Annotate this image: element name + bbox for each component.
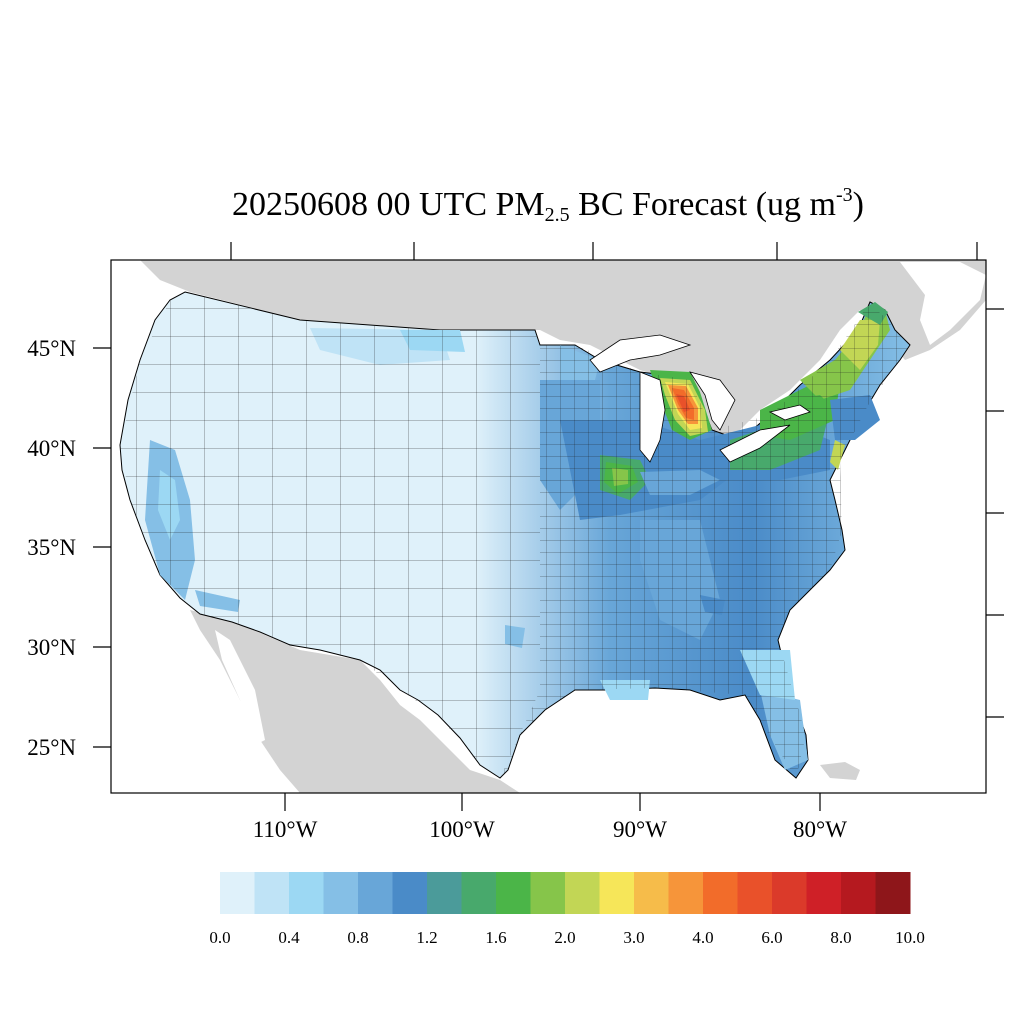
cuba-land: [820, 762, 860, 780]
colorbar-swatch: [358, 872, 393, 914]
canada-land: [140, 260, 986, 445]
county-lines-east: [500, 302, 910, 778]
mexico-land: [190, 610, 520, 793]
colorbar-swatch: [496, 872, 531, 914]
colorbar-tick-label: 8.0: [830, 928, 851, 947]
colorbar-swatch: [427, 872, 462, 914]
lon-label: 110°W: [253, 817, 318, 842]
colorbar-swatch: [634, 872, 669, 914]
colorbar-swatch: [737, 872, 773, 914]
colorbar-swatch: [772, 872, 807, 914]
lon-label: 100°W: [429, 817, 495, 842]
colorbar-swatch: [599, 872, 635, 914]
colorbar-tick-label: 1.2: [416, 928, 437, 947]
right-ticks: [986, 308, 1004, 718]
title-subscript: 2.5: [544, 204, 570, 226]
lake-michigan: [639, 371, 666, 463]
colorbar-swatch: [323, 872, 359, 914]
lat-label: 30°N: [27, 635, 76, 660]
colorbar-swatch: [875, 872, 911, 914]
colorbar-swatch: [461, 872, 497, 914]
colorbar-tick-label: 2.0: [554, 928, 575, 947]
map-frame: [110, 259, 987, 794]
colorbar-swatch: [668, 872, 704, 914]
lat-label: 25°N: [27, 735, 76, 760]
title-main-text: 20250608 00 UTC PM: [232, 186, 545, 223]
colorbar-tick-label: 3.0: [623, 928, 644, 947]
title-suffix: ): [852, 186, 864, 223]
colorbar-tick-label: 4.0: [692, 928, 713, 947]
colorbar-swatch: [289, 872, 324, 914]
colorbar-tick-label: 0.0: [209, 928, 230, 947]
colorbar-tick-label: 0.8: [347, 928, 368, 947]
colorbar-swatch: [530, 872, 566, 914]
colorbar-tick-label: 6.0: [761, 928, 782, 947]
colorbar-swatch: [220, 872, 255, 914]
colorbar-swatch: [565, 872, 600, 914]
colorbar-tick-label: 1.6: [485, 928, 506, 947]
lon-label: 90°W: [613, 817, 667, 842]
map-frame-contents: [111, 260, 986, 793]
bottom-ticks: [284, 793, 821, 811]
lake-ontario: [768, 404, 811, 421]
top-ticks: [230, 242, 978, 260]
left-ticks: [93, 347, 111, 748]
lat-label: 45°N: [27, 336, 76, 361]
colorbar-swatch: [254, 872, 290, 914]
title-mid-text: BC Forecast (ug m: [569, 186, 836, 223]
colorbar-tick-label: 10.0: [895, 928, 925, 947]
colorbar-swatch: [703, 872, 738, 914]
title-superscript: -3: [835, 184, 853, 206]
lake-erie: [719, 424, 791, 463]
county-lines-west: [120, 292, 540, 778]
hudson-bay-water: [900, 262, 986, 345]
lat-label: 35°N: [27, 535, 76, 560]
colorbar-swatch: [841, 872, 876, 914]
colorbar-swatch: [392, 872, 428, 914]
colorbar: 0.0 0.4 0.8 1.2 1.6 2.0 3.0 4.0 6.0 8.0 10.0: [209, 872, 925, 947]
lat-label: 40°N: [27, 436, 76, 461]
colorbar-tick-label: 0.4: [278, 928, 300, 947]
lake-huron: [689, 371, 736, 431]
lon-label: 80°W: [793, 817, 847, 842]
gulf-of-california: [215, 630, 265, 745]
map-title: 20250608 00 UTC PM2.5 BC Forecast (ug m-…: [0, 184, 1024, 226]
colorbar-swatch: [806, 872, 842, 914]
lake-superior: [589, 334, 692, 373]
